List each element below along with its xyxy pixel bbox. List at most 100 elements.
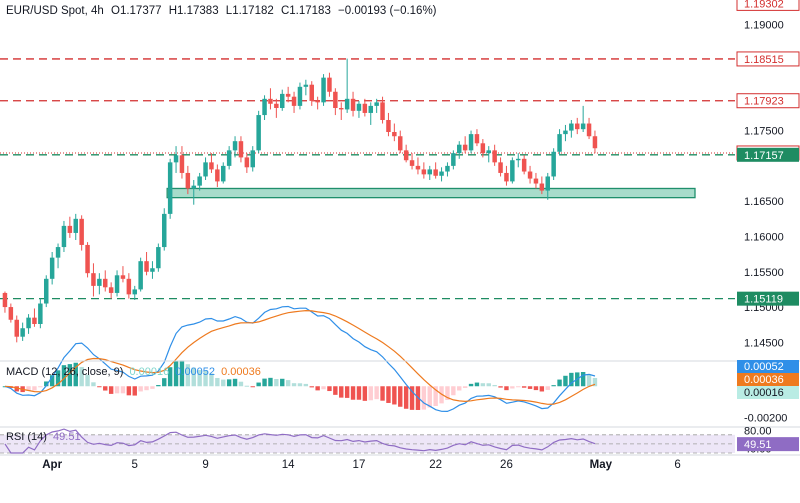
candle[interactable] bbox=[504, 172, 509, 182]
symbol-label[interactable]: EUR/USD Spot, 4h bbox=[6, 5, 104, 17]
candle[interactable] bbox=[55, 247, 61, 258]
candle[interactable] bbox=[409, 160, 415, 166]
candle[interactable] bbox=[580, 123, 586, 130]
candle[interactable] bbox=[120, 275, 126, 279]
candle[interactable] bbox=[79, 218, 84, 245]
candle[interactable] bbox=[67, 225, 73, 233]
candle[interactable] bbox=[321, 77, 326, 103]
support-zone[interactable] bbox=[166, 187, 696, 199]
candle[interactable] bbox=[557, 134, 562, 152]
rsi-pane[interactable] bbox=[0, 428, 735, 454]
candle[interactable] bbox=[403, 150, 409, 161]
candle[interactable] bbox=[421, 169, 427, 175]
candle[interactable] bbox=[215, 169, 220, 182]
candle[interactable] bbox=[91, 273, 96, 286]
candle[interactable] bbox=[126, 278, 132, 295]
candle[interactable] bbox=[527, 171, 533, 179]
candle[interactable] bbox=[268, 98, 273, 104]
candle[interactable] bbox=[150, 268, 155, 272]
candle[interactable] bbox=[516, 158, 521, 161]
candle[interactable] bbox=[297, 86, 303, 106]
candle[interactable] bbox=[498, 162, 503, 173]
candle[interactable] bbox=[427, 169, 432, 175]
candle[interactable] bbox=[262, 98, 267, 116]
candle[interactable] bbox=[280, 93, 285, 108]
candle[interactable] bbox=[451, 153, 456, 166]
candle[interactable] bbox=[138, 261, 143, 290]
candle[interactable] bbox=[203, 162, 208, 177]
macd-pane[interactable] bbox=[2, 305, 598, 413]
candle[interactable] bbox=[344, 98, 350, 110]
candle[interactable] bbox=[103, 278, 108, 288]
candle[interactable] bbox=[521, 158, 527, 172]
candle[interactable] bbox=[468, 134, 474, 151]
candle[interactable] bbox=[551, 151, 556, 177]
candle[interactable] bbox=[108, 287, 114, 293]
candle[interactable] bbox=[191, 185, 196, 189]
candle[interactable] bbox=[44, 278, 49, 304]
rsi-legend[interactable]: RSI (14) 49.51 bbox=[6, 431, 84, 443]
macd-legend[interactable]: MACD (12, 26, close, 9) 0.00016 0.00052 … bbox=[6, 366, 264, 378]
candle[interactable] bbox=[291, 96, 297, 106]
candle[interactable] bbox=[510, 160, 515, 182]
candle[interactable] bbox=[221, 165, 226, 182]
candle[interactable] bbox=[563, 130, 568, 135]
candle[interactable] bbox=[32, 317, 37, 324]
candle[interactable] bbox=[285, 93, 291, 97]
candle[interactable] bbox=[173, 155, 179, 163]
candle[interactable] bbox=[209, 162, 214, 170]
candle[interactable] bbox=[274, 103, 279, 108]
candle[interactable] bbox=[238, 141, 244, 158]
price-pane[interactable] bbox=[0, 58, 735, 343]
candle[interactable] bbox=[439, 171, 444, 176]
candle[interactable] bbox=[333, 91, 338, 108]
candle[interactable] bbox=[185, 172, 191, 189]
candle[interactable] bbox=[592, 136, 598, 149]
candle[interactable] bbox=[362, 103, 368, 113]
candle[interactable] bbox=[433, 169, 438, 176]
candle[interactable] bbox=[167, 162, 173, 214]
candle[interactable] bbox=[398, 136, 403, 151]
candle[interactable] bbox=[575, 123, 580, 130]
candle[interactable] bbox=[315, 100, 320, 103]
candle[interactable] bbox=[232, 141, 238, 151]
candle[interactable] bbox=[415, 165, 421, 170]
candle[interactable] bbox=[539, 183, 545, 191]
candle[interactable] bbox=[303, 84, 309, 87]
candle[interactable] bbox=[179, 155, 185, 173]
candle[interactable] bbox=[368, 105, 373, 113]
candle[interactable] bbox=[374, 102, 379, 106]
candle[interactable] bbox=[445, 165, 450, 172]
candle[interactable] bbox=[61, 225, 67, 248]
candle[interactable] bbox=[386, 120, 391, 132]
candle[interactable] bbox=[14, 319, 19, 337]
candle[interactable] bbox=[586, 123, 592, 137]
candle[interactable] bbox=[256, 115, 261, 151]
candle[interactable] bbox=[8, 307, 14, 320]
candle[interactable] bbox=[132, 289, 137, 295]
candle[interactable] bbox=[20, 328, 25, 337]
candle[interactable] bbox=[226, 150, 232, 166]
candle[interactable] bbox=[162, 213, 167, 248]
candle[interactable] bbox=[339, 108, 344, 110]
candle[interactable] bbox=[474, 134, 480, 144]
candle[interactable] bbox=[144, 261, 149, 272]
candle[interactable] bbox=[392, 132, 397, 137]
candle[interactable] bbox=[380, 102, 385, 120]
candle[interactable] bbox=[49, 257, 55, 279]
candle[interactable] bbox=[350, 98, 356, 111]
candle[interactable] bbox=[486, 150, 491, 154]
candle[interactable] bbox=[38, 303, 43, 324]
candle[interactable] bbox=[250, 150, 255, 168]
candle[interactable] bbox=[197, 176, 202, 186]
candle[interactable] bbox=[457, 144, 462, 154]
candle[interactable] bbox=[545, 176, 550, 191]
candle[interactable] bbox=[533, 178, 539, 184]
candle[interactable] bbox=[309, 84, 314, 101]
candle[interactable] bbox=[156, 247, 161, 269]
candle[interactable] bbox=[244, 157, 250, 168]
candle[interactable] bbox=[492, 150, 497, 163]
candle[interactable] bbox=[26, 317, 31, 329]
candle[interactable] bbox=[480, 143, 486, 154]
